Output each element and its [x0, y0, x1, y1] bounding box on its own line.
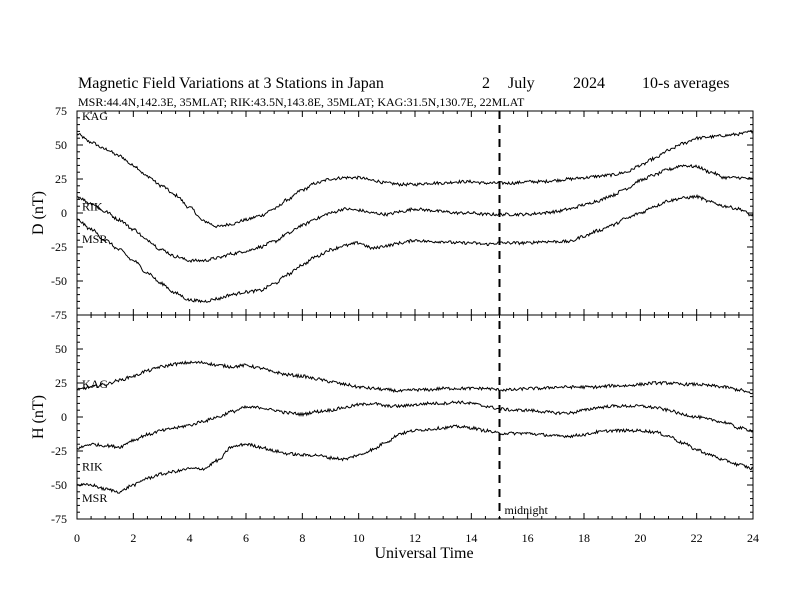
series-line-kag	[76, 360, 754, 395]
station-label-rik: RIK	[82, 459, 103, 473]
d-component-panel: 75 50 25 0 -25 -50 -75 D (nT) KAG RIK MSR	[30, 104, 754, 322]
series-line-kag	[76, 129, 753, 229]
chart-subtitle: MSR:44.4N,142.3E, 35MLAT; RIK:43.5N,143.…	[78, 95, 525, 109]
y-tick-label: -25	[51, 240, 67, 254]
station-label-rik: RIK	[82, 200, 103, 214]
chart-title-month: July	[508, 75, 535, 92]
x-tick-label: 4	[187, 531, 193, 545]
series-line-msr	[76, 194, 754, 304]
x-tick-label: 2	[130, 531, 136, 545]
chart-title-year: 2024	[573, 75, 605, 92]
x-axis-label: Universal Time	[374, 545, 473, 562]
series-line-rik	[76, 400, 754, 450]
y-axis-label: H (nT)	[30, 395, 47, 439]
x-tick-label: 6	[243, 531, 249, 545]
panel-frame	[76, 314, 754, 520]
x-tick-label: 22	[691, 531, 703, 545]
y-tick-label: 50	[55, 342, 67, 356]
y-tick-label: 25	[55, 172, 67, 186]
x-tick-label: 20	[634, 531, 646, 545]
y-tick-label: -50	[51, 478, 67, 492]
y-tick-label: -50	[51, 274, 67, 288]
series-line-rik	[77, 164, 754, 263]
station-label-kag: KAG	[82, 377, 108, 391]
series-line-msr	[76, 424, 754, 494]
midnight-label: midnight	[505, 503, 549, 517]
x-axis: 0 2 4 6 8 10 12 14 16 18 20 22 24	[74, 111, 759, 545]
x-tick-label: 14	[465, 531, 477, 545]
chart-title-main: Magnetic Field Variations at 3 Stations …	[78, 75, 384, 92]
x-tick-label: 16	[522, 531, 534, 545]
chart-title-day: 2	[482, 75, 490, 92]
y-tick-label: 75	[55, 104, 67, 118]
x-tick-label: 18	[578, 531, 590, 545]
panel-frame	[76, 110, 754, 316]
y-tick-label: 0	[61, 410, 67, 424]
y-tick-label: 0	[61, 206, 67, 220]
station-label-msr: MSR	[82, 232, 107, 246]
x-tick-label: 10	[353, 531, 365, 545]
chart-title-averages: 10-s averages	[642, 75, 730, 92]
x-tick-label: 8	[299, 531, 305, 545]
y-tick-label: 25	[55, 376, 67, 390]
y-tick-label: -75	[51, 512, 67, 526]
y-tick-label: -75	[51, 308, 67, 322]
x-tick-label: 12	[409, 531, 421, 545]
station-label-kag: KAG	[82, 109, 108, 123]
midnight-marker: midnight	[498, 111, 549, 519]
h-component-panel: 50 25 0 -25 -50 -75 H (nT) KAG RIK MSR	[30, 314, 754, 526]
x-tick-label: 0	[74, 531, 80, 545]
x-tick-label: 24	[747, 531, 759, 545]
y-tick-label: -25	[51, 444, 67, 458]
chart-title: Magnetic Field Variations at 3 Stations …	[78, 75, 730, 92]
y-tick-label: 50	[55, 138, 67, 152]
station-label-msr: MSR	[82, 491, 107, 505]
y-axis-label: D (nT)	[30, 191, 47, 235]
